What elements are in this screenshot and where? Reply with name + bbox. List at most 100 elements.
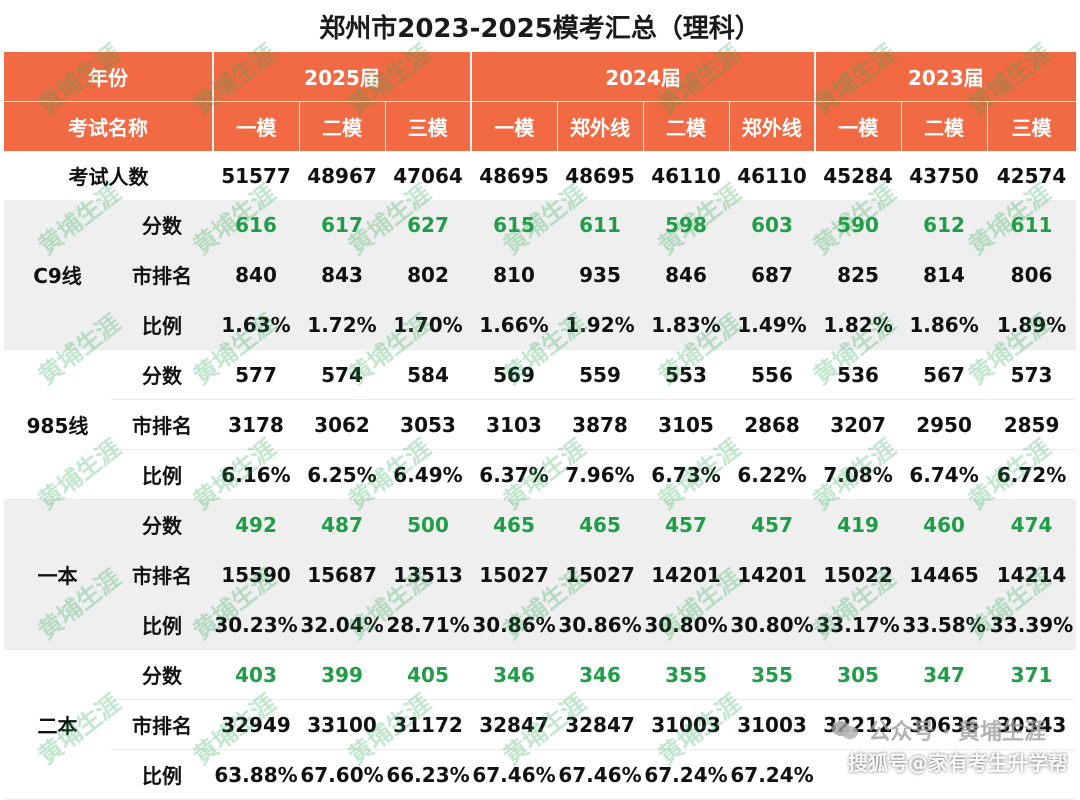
table-row: 一本 分数 492 487 500 465 465 457 457 419 460 474 bbox=[4, 499, 1077, 650]
group-2023: 2023届 bbox=[815, 52, 1077, 102]
source-credit: 搜狐号@家有考生升学帮 bbox=[848, 751, 1068, 775]
value-cell: 7.96% bbox=[557, 449, 643, 500]
value-cell: 30.23% bbox=[213, 599, 299, 650]
value-cell: 492 bbox=[213, 499, 299, 550]
value-cell: 617 bbox=[299, 200, 385, 250]
value-cell: 810 bbox=[471, 249, 557, 300]
value-cell: 67.60% bbox=[299, 749, 385, 800]
value-cell: 3178 bbox=[213, 399, 299, 450]
value-cell: 457 bbox=[729, 499, 816, 550]
value-cell: 33.17% bbox=[815, 599, 902, 650]
value-cell: 30.80% bbox=[643, 599, 729, 650]
value-cell: 500 bbox=[385, 499, 471, 550]
value-cell: 584 bbox=[385, 349, 471, 400]
value-cell: 474 bbox=[987, 499, 1077, 550]
value-cell: 6.74% bbox=[901, 449, 988, 500]
value-cell: 814 bbox=[901, 249, 988, 300]
value-cell: 3062 bbox=[299, 399, 385, 450]
value-cell: 3207 bbox=[815, 399, 902, 450]
value-cell: 405 bbox=[385, 649, 471, 700]
value-cell: 399 bbox=[299, 649, 385, 700]
value-cell: 6.16% bbox=[213, 449, 299, 500]
table-row: 985线 分数 577 574 584 569 559 553 556 536 567 573 bbox=[4, 349, 1077, 500]
table-row: 市排名 32949 33100 31172 32847 32847 31003 31003 32… bbox=[4, 699, 1077, 750]
value-cell: 603 bbox=[729, 200, 816, 250]
table-row: 比例 30.23% 32.04% 28.71% 30.86% 30.86% 30.80% 30… bbox=[4, 599, 1077, 650]
table-body: 考试人数 51577 48967 47064 48695 48695 46110… bbox=[4, 151, 1077, 200]
value-cell: 14201 bbox=[643, 549, 729, 600]
value-cell: 1.82% bbox=[815, 299, 902, 350]
value-cell: 7.08% bbox=[815, 449, 902, 500]
publisher-label: 公众号 · 黄埔生涯 bbox=[868, 720, 1046, 745]
table-row: 二本 分数 403 399 405 346 346 355 355 305 347 371 bbox=[4, 649, 1077, 800]
exam-col-9: 二模 bbox=[901, 101, 988, 151]
exam-col-1: 一模 bbox=[213, 101, 300, 151]
value-cell: 67.24% bbox=[729, 749, 816, 800]
total-cell: 46110 bbox=[643, 151, 729, 200]
value-cell: 457 bbox=[643, 499, 729, 550]
table-row: 市排名 3178 3062 3053 3103 3878 3105 2868 3207 2950 2… bbox=[4, 399, 1077, 450]
total-row: 考试人数 51577 48967 47064 48695 48695 46110… bbox=[4, 151, 1077, 200]
value-cell: 611 bbox=[557, 200, 643, 250]
value-cell: 846 bbox=[643, 249, 729, 300]
value-cell: 6.73% bbox=[643, 449, 729, 500]
exam-col-5: 郑外线 bbox=[557, 101, 644, 151]
section-c9: C9线 分数 616 617 627 615 611 598 603 590 612 611 市排名 84… bbox=[4, 200, 1077, 350]
exam-col-7: 郑外线 bbox=[729, 101, 817, 151]
value-cell: 556 bbox=[729, 349, 816, 400]
row-label: 分数 bbox=[111, 499, 213, 550]
value-cell: 6.72% bbox=[987, 449, 1077, 500]
total-cell: 43750 bbox=[901, 151, 988, 200]
exam-col-2: 二模 bbox=[299, 101, 386, 151]
exam-col-10: 三模 bbox=[987, 101, 1077, 151]
value-cell: 3878 bbox=[557, 399, 643, 450]
total-label: 考试人数 bbox=[4, 151, 213, 200]
value-cell: 1.83% bbox=[643, 299, 729, 350]
total-cell: 46110 bbox=[729, 151, 816, 200]
section-label: 一本 bbox=[4, 499, 111, 650]
value-cell: 1.70% bbox=[385, 299, 471, 350]
value-cell: 419 bbox=[815, 499, 902, 550]
value-cell: 32.04% bbox=[299, 599, 385, 650]
value-cell: 347 bbox=[901, 649, 988, 700]
value-cell: 14465 bbox=[901, 549, 988, 600]
value-cell: 536 bbox=[815, 349, 902, 400]
value-cell: 346 bbox=[557, 649, 643, 700]
value-cell: 612 bbox=[901, 200, 988, 250]
table-row: 比例 1.63% 1.72% 1.70% 1.66% 1.92% 1.83% 1.49% 1.8… bbox=[4, 299, 1077, 350]
value-cell: 67.46% bbox=[471, 749, 557, 800]
value-cell: 30.80% bbox=[729, 599, 816, 650]
value-cell: 2859 bbox=[987, 399, 1077, 450]
row-label: 市排名 bbox=[111, 399, 213, 450]
exam-summary-table: 年份 2025届 2024届 2023届 考试名称 一模 二模 三模 一模 郑外… bbox=[4, 52, 1077, 800]
value-cell: 305 bbox=[815, 649, 902, 700]
table-row: 比例 6.16% 6.25% 6.49% 6.37% 7.96% 6.73% 6.22% 7.0… bbox=[4, 449, 1077, 500]
value-cell: 6.22% bbox=[729, 449, 816, 500]
value-cell: 31003 bbox=[643, 699, 729, 750]
value-cell: 1.49% bbox=[729, 299, 816, 350]
value-cell: 1.72% bbox=[299, 299, 385, 350]
total-cell: 48695 bbox=[471, 151, 557, 200]
value-cell: 802 bbox=[385, 249, 471, 300]
value-cell: 14214 bbox=[987, 549, 1077, 600]
value-cell: 32847 bbox=[471, 699, 557, 750]
row-label: 比例 bbox=[111, 749, 213, 800]
value-cell: 30636 bbox=[901, 699, 988, 750]
group-2025: 2025届 bbox=[213, 52, 472, 102]
value-cell: 32212 bbox=[815, 699, 902, 750]
year-header: 年份 bbox=[4, 52, 214, 102]
value-cell: 840 bbox=[213, 249, 299, 300]
value-cell: 2950 bbox=[901, 399, 988, 450]
row-label: 比例 bbox=[111, 449, 213, 500]
section-985: 985线 分数 577 574 584 569 559 553 556 536 567 573 市排名 3… bbox=[4, 349, 1077, 500]
value-cell: 31003 bbox=[729, 699, 816, 750]
row-label: 市排名 bbox=[111, 549, 213, 600]
value-cell: 33100 bbox=[299, 699, 385, 750]
value-cell: 577 bbox=[213, 349, 299, 400]
row-label: 市排名 bbox=[111, 699, 213, 750]
value-cell: 33.58% bbox=[901, 599, 988, 650]
value-cell: 3103 bbox=[471, 399, 557, 450]
value-cell: 1.63% bbox=[213, 299, 299, 350]
value-cell: 567 bbox=[901, 349, 988, 400]
value-cell: 30343 bbox=[987, 699, 1077, 750]
